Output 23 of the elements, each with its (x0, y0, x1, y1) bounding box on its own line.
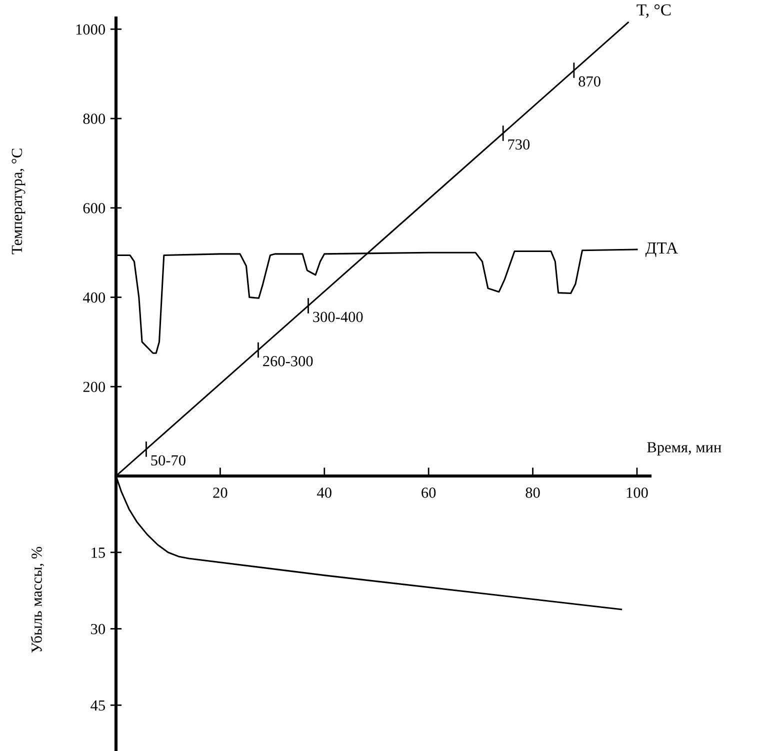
y-tick-label: 30 (91, 624, 105, 634)
x-tick-label: 80 (526, 488, 540, 498)
series-label: T, °C (636, 4, 671, 18)
y-tick-label: 800 (83, 114, 105, 124)
y-tick-label: 400 (82, 292, 105, 303)
y-axis-title: Температура, °C (12, 148, 26, 254)
annotation: 870 (578, 76, 600, 87)
y-tick-label: 45 (90, 700, 105, 711)
y-tick-label: 15 (92, 548, 105, 558)
annotation: 260-300 (263, 356, 313, 366)
series-label: ДТА (645, 242, 678, 258)
x-axis-title: Время, мин (647, 442, 722, 456)
x-tick-label: 60 (422, 488, 436, 498)
annotation: 300-400 (313, 312, 363, 322)
annotation: 50-70 (151, 455, 186, 466)
x-tick-label: 40 (317, 488, 332, 498)
y-tick-label: 200 (83, 382, 105, 392)
x-tick-label: 20 (213, 488, 228, 498)
y-tick-label: 1000 (76, 24, 105, 35)
annotation: 730 (508, 139, 530, 150)
y-tick-label: 600 (83, 203, 105, 214)
y-axis-title: Убыль массы, % (30, 546, 44, 653)
x-tick-label: 100 (626, 488, 648, 498)
